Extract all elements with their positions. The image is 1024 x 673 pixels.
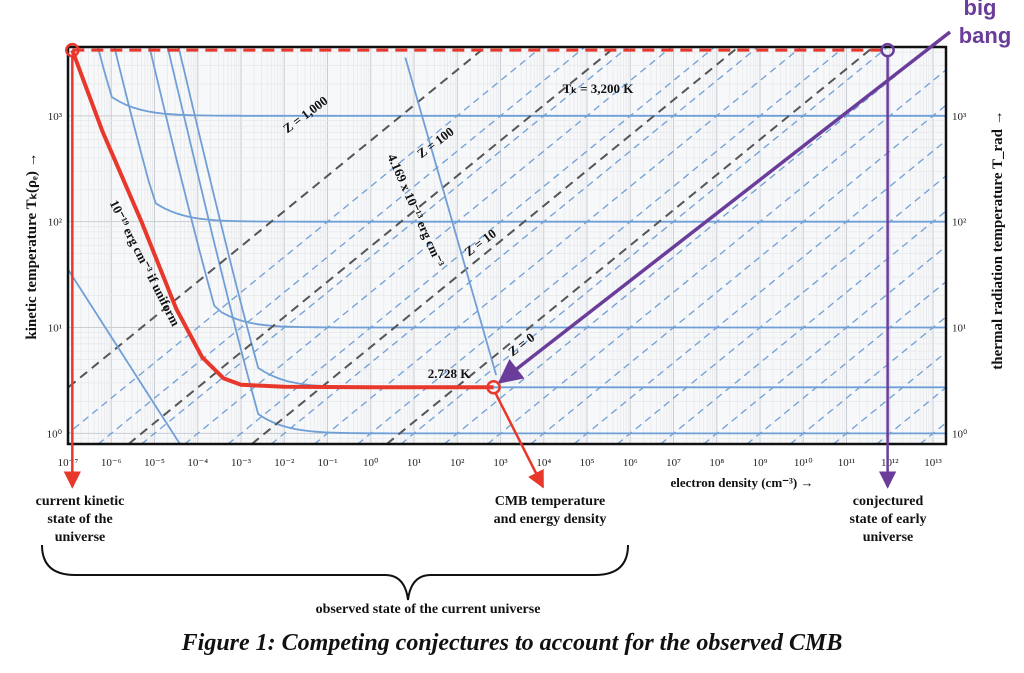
dashed-guide bbox=[530, 104, 946, 444]
cmb-marker bbox=[486, 380, 501, 395]
early-state-label-1: conjectured bbox=[853, 494, 924, 509]
dashed-blue-guides bbox=[68, 47, 946, 444]
y-tick-label-left: 10¹ bbox=[48, 323, 62, 335]
y-axis-label-right: thermal radiation temperature T_rad → bbox=[990, 110, 1006, 369]
grid bbox=[68, 47, 946, 444]
x-tick-label: 10¹² bbox=[881, 457, 899, 469]
y-tick-label-left: 10³ bbox=[48, 111, 63, 123]
y-axis-label-left: kinetic temperature Tₖ(ρₑ) → bbox=[24, 152, 40, 339]
x-tick-label: 10⁰ bbox=[363, 457, 379, 469]
dashed-guide bbox=[357, 47, 845, 444]
horizontal-temperature-lines bbox=[96, 47, 946, 435]
x-tick-label: 10¹ bbox=[407, 457, 421, 469]
dashed-guide bbox=[660, 210, 946, 444]
y-tick-label-right: 10⁰ bbox=[952, 428, 968, 440]
dashed-guide bbox=[270, 47, 759, 444]
temperature-curve bbox=[148, 47, 946, 329]
cmb-temperature-label: 2.728 K bbox=[428, 366, 472, 381]
x-tick-label: 10⁹ bbox=[753, 457, 768, 469]
cmb-label-1: CMB temperature bbox=[495, 494, 606, 509]
current-state-label-3: universe bbox=[55, 530, 106, 545]
energy-density-line bbox=[68, 268, 182, 444]
x-tick-label: 10⁻³ bbox=[231, 457, 252, 469]
x-tick-label: 10⁻⁴ bbox=[187, 457, 208, 469]
dashed-guide bbox=[443, 47, 932, 444]
y-tick-label-left: 10² bbox=[48, 217, 63, 229]
x-tick-label: 10⁶ bbox=[623, 457, 638, 469]
dashed-guide bbox=[616, 174, 946, 444]
x-tick-label: 10⁻⁵ bbox=[144, 457, 165, 469]
y-tick-label-right: 10² bbox=[952, 217, 967, 229]
dashed-guide bbox=[184, 47, 672, 444]
x-tick-label: 10¹⁰ bbox=[794, 457, 813, 469]
x-tick-labels: 10⁻⁷ 10⁻⁶ 10⁻⁵ 10⁻⁴ 10⁻³ 10⁻² 10⁻¹ 10⁰ 10¹ 10² 10³… bbox=[58, 457, 943, 469]
cmb-label-2: and energy density bbox=[494, 512, 607, 527]
y-tick-label-right: 10³ bbox=[952, 111, 967, 123]
early-state-label-2: state of early bbox=[850, 512, 927, 527]
x-tick-label: 10² bbox=[450, 457, 465, 469]
y-tick-label-right: 10¹ bbox=[952, 323, 966, 335]
energy-density-lines bbox=[68, 57, 498, 444]
x-tick-label: 10¹³ bbox=[924, 457, 942, 469]
tk-label: Tₖ = 3,200 K bbox=[563, 81, 635, 96]
x-tick-label: 10⁸ bbox=[709, 457, 724, 469]
current-state-label-2: state of the bbox=[47, 512, 112, 527]
energy-density-line bbox=[404, 57, 498, 376]
x-tick-label: 10⁻⁶ bbox=[101, 457, 122, 469]
plot-frame bbox=[66, 45, 948, 446]
x-tick-label: 10⁻¹ bbox=[317, 457, 337, 469]
y-tick-labels-left: 10⁰ 10¹ 10² 10³ bbox=[47, 111, 63, 441]
temperature-curve bbox=[113, 47, 946, 223]
y-tick-labels-right: 10⁰ 10¹ 10² 10³ bbox=[952, 111, 968, 441]
figure-caption: Figure 1: Competing conjectures to accou… bbox=[181, 630, 843, 656]
temperature-curve bbox=[177, 47, 946, 389]
x-axis-label: electron density (cm⁻³) → bbox=[670, 475, 813, 490]
temperature-curve bbox=[96, 47, 946, 117]
red-kinetic-curve bbox=[70, 49, 494, 390]
big-bang-label-line1: big bbox=[964, 0, 997, 20]
dashed-guide bbox=[227, 47, 716, 444]
x-tick-label: 10⁻⁷ bbox=[58, 457, 79, 469]
early-state-label-3: universe bbox=[863, 530, 914, 545]
x-tick-label: 10¹¹ bbox=[838, 457, 856, 469]
dashed-guide bbox=[141, 47, 629, 444]
brace-label: observed state of the current universe bbox=[316, 602, 541, 617]
dashed-guide bbox=[400, 47, 889, 444]
dashed-guide bbox=[97, 47, 586, 444]
x-tick-label: 10⁴ bbox=[536, 457, 551, 469]
x-tick-label: 10⁷ bbox=[666, 457, 681, 469]
brace bbox=[41, 544, 629, 601]
cmb-arrow bbox=[494, 392, 545, 489]
temperature-curve bbox=[166, 47, 946, 435]
x-tick-label: 10⁵ bbox=[580, 457, 595, 469]
dashed-guide bbox=[573, 139, 946, 444]
big-bang-arrow bbox=[497, 30, 952, 384]
dashed-guide bbox=[68, 47, 543, 435]
y-tick-label-left: 10⁰ bbox=[47, 428, 63, 440]
current-state-label-1: current kinetic bbox=[36, 494, 125, 509]
x-tick-label: 10⁻² bbox=[274, 457, 295, 469]
x-tick-label: 10³ bbox=[493, 457, 508, 469]
series bbox=[63, 30, 952, 489]
dashed-guide bbox=[487, 69, 946, 444]
big-bang-label-line2: bang bbox=[959, 23, 1012, 48]
dashed-guide bbox=[314, 47, 802, 444]
